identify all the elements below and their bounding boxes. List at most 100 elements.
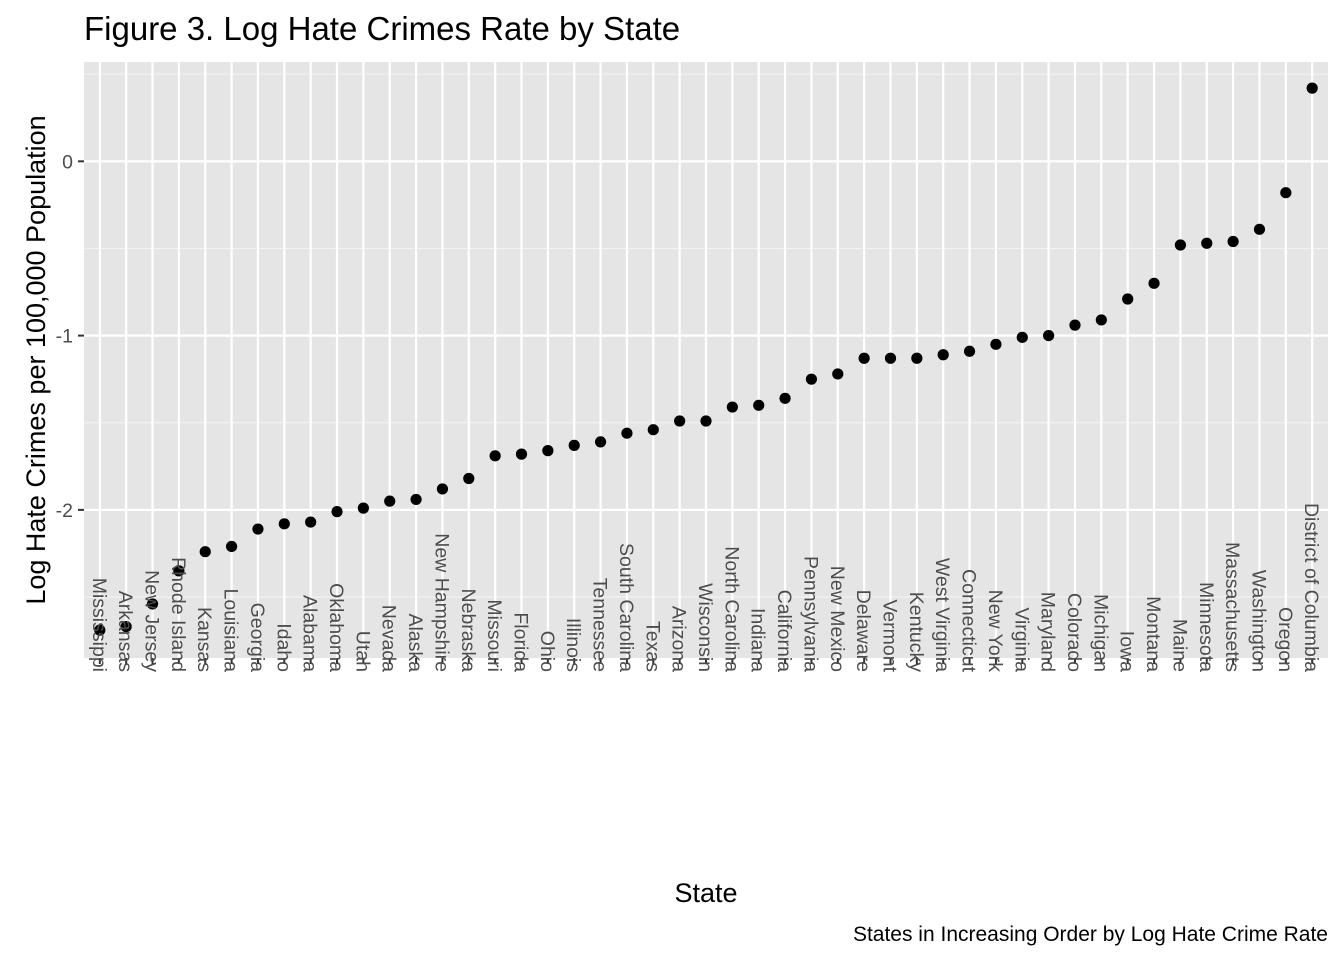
data-point bbox=[515, 448, 528, 460]
x-tick-label: Alaska bbox=[404, 613, 426, 672]
x-tick-label: Colorado bbox=[1063, 593, 1085, 672]
x-tick-label: North Carolina bbox=[720, 546, 742, 672]
x-tick-label: District of Columbia bbox=[1300, 503, 1322, 672]
data-point bbox=[410, 493, 422, 506]
x-tick-label: Ohio bbox=[536, 631, 558, 672]
x-tick-label: Delaware bbox=[852, 590, 874, 672]
data-point bbox=[937, 349, 949, 361]
x-tick-label: Kentucky bbox=[905, 592, 927, 672]
x-tick-label: Tennessee bbox=[589, 578, 611, 672]
x-tick-label: Rhode Island bbox=[167, 557, 189, 672]
data-point bbox=[832, 368, 844, 380]
y-tick-label: 0 bbox=[62, 151, 73, 173]
data-point bbox=[1016, 331, 1028, 343]
data-points bbox=[94, 82, 1318, 636]
y-tick-label: -1 bbox=[56, 326, 73, 348]
x-tick-label: Georgia bbox=[246, 603, 268, 673]
data-point bbox=[1122, 293, 1134, 305]
data-point bbox=[463, 472, 475, 485]
x-tick-label: California bbox=[773, 590, 795, 673]
data-point bbox=[1253, 223, 1266, 235]
data-point bbox=[858, 352, 870, 364]
data-point bbox=[1095, 314, 1107, 326]
data-point bbox=[384, 495, 396, 507]
x-tick-label: Montana bbox=[1142, 596, 1164, 672]
y-axis: 0 -1 -2 bbox=[56, 151, 84, 522]
x-tick-label: Iowa bbox=[1116, 631, 1138, 672]
chart-caption: States in Increasing Order by Log Hate C… bbox=[853, 923, 1328, 946]
x-tick-label: Alabama bbox=[299, 595, 321, 672]
x-tick-label: Nebraska bbox=[457, 589, 479, 673]
data-point bbox=[225, 540, 238, 553]
data-point bbox=[1174, 239, 1187, 251]
x-tick-label: Wisconsin bbox=[694, 583, 716, 672]
x-tick-label: New Mexico bbox=[826, 566, 848, 672]
x-tick-label: Texas bbox=[641, 621, 663, 672]
y-axis-title: Log Hate Crimes per 100,000 Population bbox=[21, 115, 51, 604]
x-tick-label: Washington bbox=[1247, 570, 1269, 672]
x-tick-label: South Carolina bbox=[615, 543, 637, 672]
chart-title: Figure 3. Log Hate Crimes Rate by State bbox=[84, 10, 680, 47]
x-tick-label: Indiana bbox=[747, 608, 769, 672]
data-point bbox=[1227, 235, 1239, 248]
x-tick-label: Vermont bbox=[878, 599, 900, 672]
data-point bbox=[753, 399, 765, 411]
data-point bbox=[199, 546, 211, 558]
data-point bbox=[1148, 277, 1160, 289]
data-point bbox=[568, 439, 580, 451]
data-point bbox=[911, 352, 923, 364]
data-point bbox=[305, 516, 317, 528]
data-point bbox=[700, 415, 712, 427]
x-tick-label: Arkansas bbox=[114, 591, 136, 673]
x-tick-label: New York bbox=[984, 590, 1006, 673]
data-point bbox=[805, 373, 818, 385]
x-tick-label: Kansas bbox=[193, 607, 215, 672]
x-tick-label: Virginia bbox=[1010, 607, 1032, 672]
data-point bbox=[963, 345, 976, 357]
data-point bbox=[990, 338, 1002, 350]
data-point bbox=[331, 506, 343, 518]
x-tick-label: Idaho bbox=[272, 623, 294, 672]
data-point bbox=[726, 401, 738, 413]
x-tick-label: Florida bbox=[510, 612, 532, 672]
data-point bbox=[594, 436, 607, 448]
data-point bbox=[621, 427, 633, 439]
x-tick-label: Missouri bbox=[483, 599, 505, 672]
x-tick-label: Utah bbox=[351, 631, 373, 672]
x-tick-label: Connecticut bbox=[958, 569, 980, 673]
x-tick-label: Pennsylvania bbox=[799, 556, 821, 672]
data-point bbox=[1201, 237, 1213, 249]
major-grid bbox=[84, 62, 1328, 658]
x-tick-label: West Virginia bbox=[931, 558, 953, 672]
data-point bbox=[252, 523, 264, 535]
data-point bbox=[884, 352, 897, 364]
y-tick-label: -2 bbox=[56, 500, 73, 522]
x-tick-label: Louisiana bbox=[220, 589, 242, 673]
data-point bbox=[542, 445, 554, 457]
x-tick-label: New Jersey bbox=[141, 570, 163, 672]
data-point bbox=[173, 565, 185, 577]
data-point bbox=[647, 424, 659, 436]
data-point bbox=[1069, 319, 1081, 331]
data-point bbox=[489, 450, 501, 462]
x-tick-label: Oregon bbox=[1274, 607, 1296, 672]
x-tick-label: Arizona bbox=[668, 606, 690, 672]
x-tick-label: Illinois bbox=[562, 618, 584, 672]
data-point bbox=[120, 621, 132, 633]
x-tick-label: Massachusetts bbox=[1221, 542, 1243, 672]
data-point bbox=[357, 502, 369, 514]
x-tick-label: Mississippi bbox=[88, 578, 110, 672]
x-tick-label: New Hampshire bbox=[430, 533, 452, 672]
x-tick-label: Nevada bbox=[378, 605, 400, 672]
data-point bbox=[1043, 330, 1055, 342]
x-tick-label: Michigan bbox=[1089, 594, 1111, 672]
x-tick-label: Maine bbox=[1168, 619, 1190, 672]
data-point bbox=[674, 415, 686, 427]
data-point bbox=[94, 624, 106, 636]
x-axis-title: State bbox=[674, 878, 737, 908]
data-point bbox=[146, 598, 159, 610]
data-point bbox=[1280, 187, 1292, 199]
x-tick-label: Oklahoma bbox=[325, 583, 347, 672]
x-tick-label: Maryland bbox=[1037, 592, 1059, 672]
